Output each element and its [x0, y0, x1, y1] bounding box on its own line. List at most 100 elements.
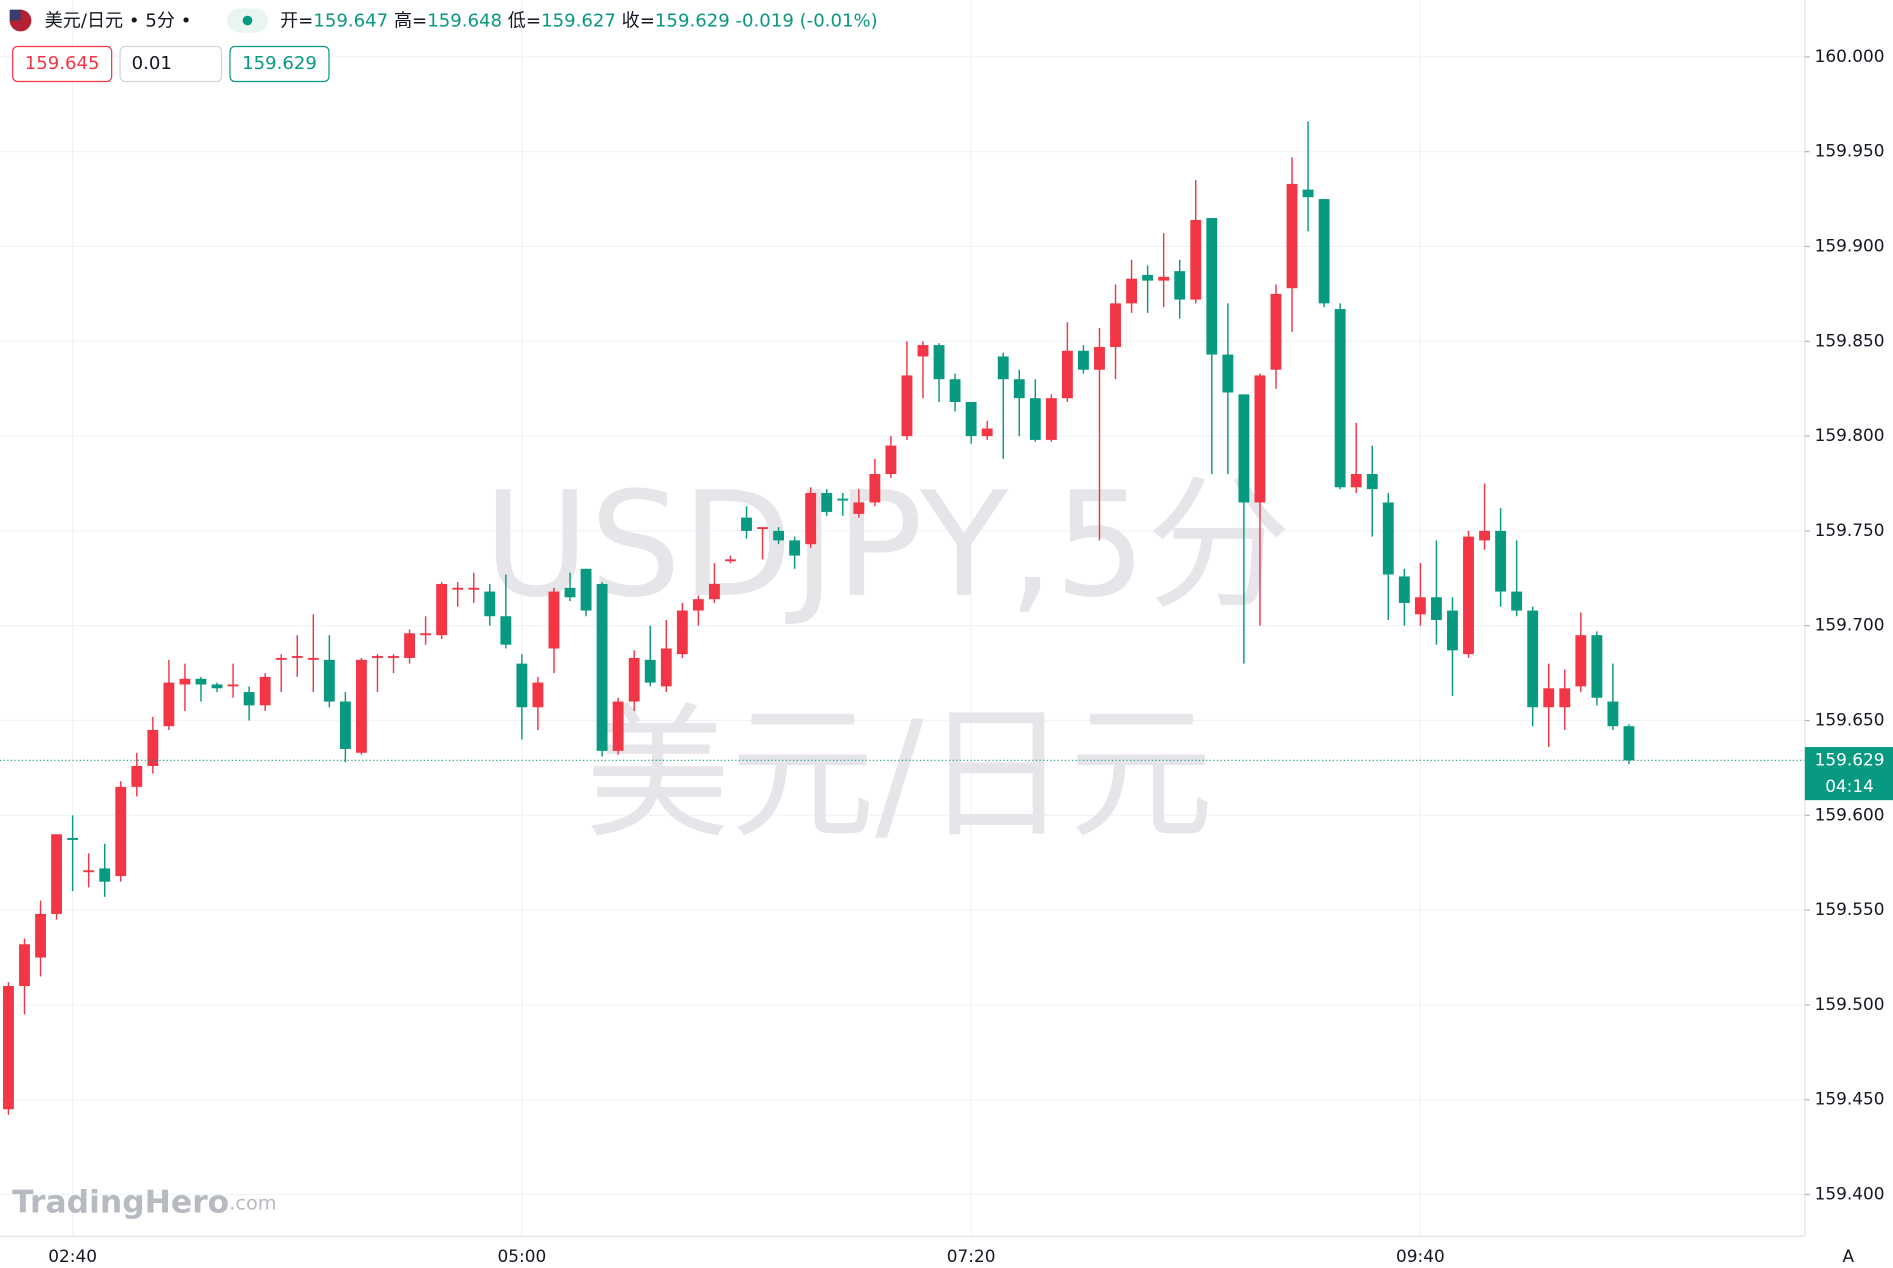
- candle-body: [1430, 597, 1442, 621]
- candle-body: [131, 766, 143, 787]
- candle-body: [1623, 726, 1635, 761]
- candle-body: [1110, 303, 1121, 347]
- x-tick-label: 07:20: [947, 1246, 996, 1266]
- flag-icon: [9, 9, 21, 21]
- candle-body: [805, 492, 817, 545]
- candle-body: [211, 684, 223, 689]
- candle-body: [741, 517, 752, 531]
- candle-body: [692, 599, 704, 611]
- scale-button[interactable]: [1832, 1242, 1865, 1268]
- logo-name: TradingHero: [12, 1185, 229, 1221]
- watermark-symbol: USDJPY,5分: [483, 462, 1291, 630]
- candle-body: [933, 345, 945, 380]
- candle-body: [35, 913, 46, 958]
- candle-body: [436, 583, 448, 636]
- candle-body: [1495, 530, 1507, 592]
- y-tick-label: 159.800: [1815, 425, 1885, 445]
- candle-body: [628, 657, 640, 702]
- candle-body: [339, 701, 351, 749]
- candle-body: [372, 656, 383, 658]
- candle-body: [1591, 635, 1603, 698]
- candle-body: [452, 587, 464, 590]
- candle-body: [1254, 375, 1266, 503]
- candle-body: [83, 870, 95, 873]
- candle-body: [1206, 218, 1218, 355]
- candle-body: [516, 663, 528, 708]
- candle-body: [1511, 591, 1523, 611]
- y-tick-label: 159.550: [1815, 899, 1885, 919]
- x-tick-label: 09:40: [1396, 1246, 1445, 1266]
- last-price-tag: [1804, 747, 1893, 801]
- ohlc-label: 高=: [394, 11, 427, 32]
- quantity-input[interactable]: [119, 45, 223, 83]
- candle-body: [1479, 530, 1490, 541]
- y-tick-label: 159.750: [1815, 520, 1885, 540]
- candle-body: [660, 648, 672, 687]
- buy-button[interactable]: [229, 45, 330, 83]
- ask-price: 159.629: [242, 53, 317, 74]
- candle-body: [115, 786, 127, 876]
- candle-body: [596, 583, 608, 751]
- candle-body: [1463, 536, 1474, 655]
- ohlc-header: 开=159.647 高=159.648 低=159.627 收=159.629 …: [280, 11, 878, 32]
- ohlc-value: 159.627: [541, 11, 616, 32]
- logo-suffix: .com: [229, 1191, 276, 1214]
- candle-body: [19, 944, 30, 986]
- candle-body: [275, 657, 287, 660]
- candle-body: [243, 692, 255, 706]
- candle-body: [644, 659, 656, 683]
- candle-body: [757, 527, 768, 530]
- candle-body: [853, 502, 865, 514]
- axes: 159.400 159.450 159.500 159.550 159.600 159.6…: [48, 46, 1893, 1266]
- candle-body: [1286, 183, 1298, 289]
- countdown: 04:14: [1825, 776, 1874, 796]
- candle-body: [1142, 274, 1154, 281]
- ohlc-value: 159.647: [313, 11, 388, 32]
- candle-body: [1350, 474, 1362, 488]
- change: -0.019: [736, 11, 794, 32]
- candle-body: [1302, 189, 1314, 198]
- candle-body: [1078, 350, 1089, 370]
- candle-body: [147, 729, 159, 767]
- candle-body: [885, 445, 897, 475]
- y-tick-label: 159.400: [1815, 1184, 1885, 1204]
- candle-body: [1559, 688, 1571, 708]
- interval: 5分: [145, 11, 175, 32]
- spread: 0.01: [132, 53, 172, 74]
- candle-body: [1318, 199, 1330, 304]
- candle-body: [404, 633, 415, 658]
- candle-body: [1094, 346, 1105, 370]
- grid: [0, 0, 1805, 1237]
- candle-body: [676, 610, 688, 655]
- last-price-label: 159.629: [1815, 749, 1885, 769]
- y-tick-label: 159.450: [1815, 1089, 1885, 1109]
- candle-body: [1575, 635, 1587, 687]
- bid-price: 159.645: [25, 53, 100, 74]
- y-tick-label: 160.000: [1815, 46, 1885, 66]
- x-tick-label: 02:40: [48, 1246, 97, 1266]
- sell-button[interactable]: [12, 45, 113, 83]
- candle-body: [163, 682, 175, 727]
- candle-body: [227, 684, 239, 687]
- ohlc-label: 收=: [622, 11, 655, 32]
- candle-body: [789, 540, 801, 556]
- candle-body: [917, 345, 929, 357]
- candle-body: [1158, 276, 1170, 281]
- candle-body: [708, 583, 720, 600]
- separator: •: [123, 11, 145, 32]
- candle-body: [420, 633, 432, 636]
- candle-body: [869, 474, 881, 503]
- candle-body: [1270, 293, 1282, 370]
- candle-body: [484, 591, 496, 617]
- candle-body: [1190, 219, 1202, 300]
- candle-body: [725, 559, 736, 562]
- candle-body: [67, 838, 79, 840]
- candle-body: [388, 656, 399, 658]
- scale-button-label: A: [1843, 1246, 1855, 1266]
- candle-body: [1398, 576, 1410, 603]
- x-tick-label: 05:00: [498, 1246, 547, 1266]
- logo: TradingHero.com: [12, 1185, 277, 1221]
- candle-body: [51, 834, 63, 914]
